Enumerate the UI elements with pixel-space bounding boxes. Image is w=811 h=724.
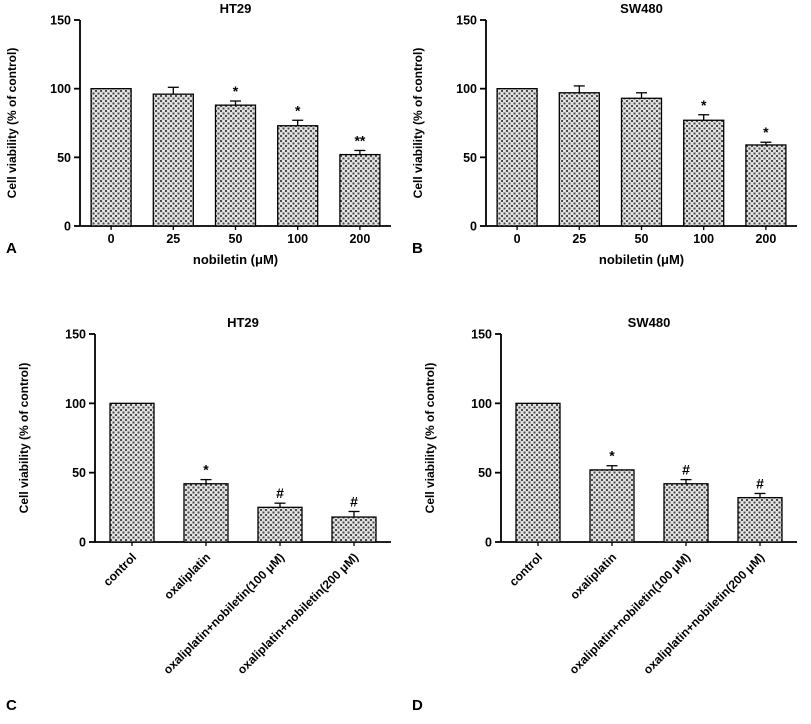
bar [515, 402, 561, 543]
panel-letter-a: A [6, 240, 17, 257]
significance-marker: # [276, 485, 284, 501]
bar [745, 144, 787, 227]
y-tick-label: 100 [50, 82, 71, 96]
bar [558, 92, 600, 227]
x-axis-label: nobiletin (μM) [193, 252, 278, 267]
bar [683, 119, 725, 227]
y-axis-label: Cell viability (% of control) [5, 48, 19, 199]
x-tick-label: 25 [572, 232, 586, 246]
x-tick-label: oxaliplatin [161, 550, 213, 602]
bar [183, 483, 229, 543]
bar-chart-sw480-nobiletin: 0 50 100 150 SW480 Cell viability (% of contr… [411, 1, 797, 267]
chart-panel-d: 0 50 100 150 SW480 Cell viability (% of contr… [406, 272, 811, 724]
significance-marker: * [701, 97, 707, 113]
x-tick-label: oxaliplatin+nobiletin(200 μM) [641, 550, 768, 677]
y-axis-label: Cell viability (% of control) [17, 363, 31, 514]
bar [277, 125, 319, 227]
x-axis-label: nobiletin (μM) [599, 252, 684, 267]
bar [620, 97, 663, 227]
bar-chart-sw480-oxaliplatin-combo: 0 50 100 150 SW480 Cell viability (% of contr… [423, 315, 797, 677]
y-tick-label: 150 [50, 14, 71, 28]
significance-marker: * [295, 102, 301, 118]
x-tick-label: 200 [755, 232, 776, 246]
x-tick-label: 50 [229, 232, 243, 246]
chart-panel-a: 0 50 100 150 HT29 Cell viability (% of contro… [0, 0, 406, 272]
x-tick-label: 50 [635, 232, 649, 246]
y-tick-label: 0 [485, 536, 492, 550]
bar [737, 496, 783, 543]
bar [109, 402, 155, 543]
chart-title: HT29 [220, 1, 252, 16]
bar [90, 88, 132, 227]
x-tick-label: oxaliplatin+nobiletin(100 μM) [567, 550, 694, 677]
bar-chart-ht29-nobiletin: 0 50 100 150 HT29 Cell viability (% of contro… [5, 1, 391, 267]
x-tick-label: 0 [514, 232, 521, 246]
y-axis-label: Cell viability (% of control) [423, 363, 437, 514]
y-tick-label: 100 [456, 82, 477, 96]
x-tick-label: 100 [287, 232, 308, 246]
bar [496, 88, 538, 227]
chart-title: HT29 [227, 315, 259, 330]
panel-letter-b: B [412, 240, 423, 257]
x-tick-label: 100 [693, 232, 714, 246]
bar [152, 93, 194, 227]
y-tick-label: 0 [79, 536, 86, 550]
y-tick-label: 100 [471, 397, 492, 411]
significance-marker: ** [354, 132, 365, 148]
chart-title: SW480 [620, 1, 663, 16]
y-tick-label: 150 [471, 328, 492, 342]
significance-marker: # [756, 475, 764, 491]
bar-chart-ht29-oxaliplatin-combo: 0 50 100 150 HT29 Cell viability (% of contro… [17, 315, 391, 677]
significance-marker: * [203, 462, 209, 478]
bar [214, 104, 257, 227]
panel-letter-d: D [412, 697, 423, 714]
significance-marker: # [350, 493, 358, 509]
y-axis-label: Cell viability (% of control) [411, 48, 425, 199]
y-tick-label: 50 [72, 466, 86, 480]
bar [663, 483, 709, 543]
y-tick-label: 0 [470, 220, 477, 234]
panel-letter-c: C [6, 697, 17, 714]
y-tick-label: 100 [65, 397, 86, 411]
x-tick-label: oxaliplatin [567, 550, 619, 602]
significance-marker: * [233, 83, 239, 99]
y-tick-label: 50 [57, 151, 71, 165]
y-tick-label: 150 [456, 14, 477, 28]
bar [331, 516, 377, 543]
x-tick-label: 200 [349, 232, 370, 246]
y-tick-label: 50 [463, 151, 477, 165]
significance-marker: * [609, 448, 615, 464]
x-tick-label: oxaliplatin+nobiletin(100 μM) [161, 550, 288, 677]
chart-panel-b: 0 50 100 150 SW480 Cell viability (% of contr… [406, 0, 811, 272]
x-tick-label: 0 [108, 232, 115, 246]
chart-title: SW480 [628, 315, 671, 330]
chart-panel-c: 0 50 100 150 HT29 Cell viability (% of contro… [0, 272, 406, 724]
y-tick-label: 150 [65, 328, 86, 342]
significance-marker: # [682, 462, 690, 478]
y-tick-label: 0 [64, 220, 71, 234]
bar [589, 469, 635, 543]
x-tick-label: oxaliplatin+nobiletin(200 μM) [235, 550, 362, 677]
x-tick-label: control [100, 550, 139, 589]
bar [257, 506, 303, 543]
significance-marker: * [763, 124, 769, 140]
x-tick-label: control [506, 550, 545, 589]
x-tick-label: 25 [166, 232, 180, 246]
bar [339, 153, 381, 227]
y-tick-label: 50 [478, 466, 492, 480]
